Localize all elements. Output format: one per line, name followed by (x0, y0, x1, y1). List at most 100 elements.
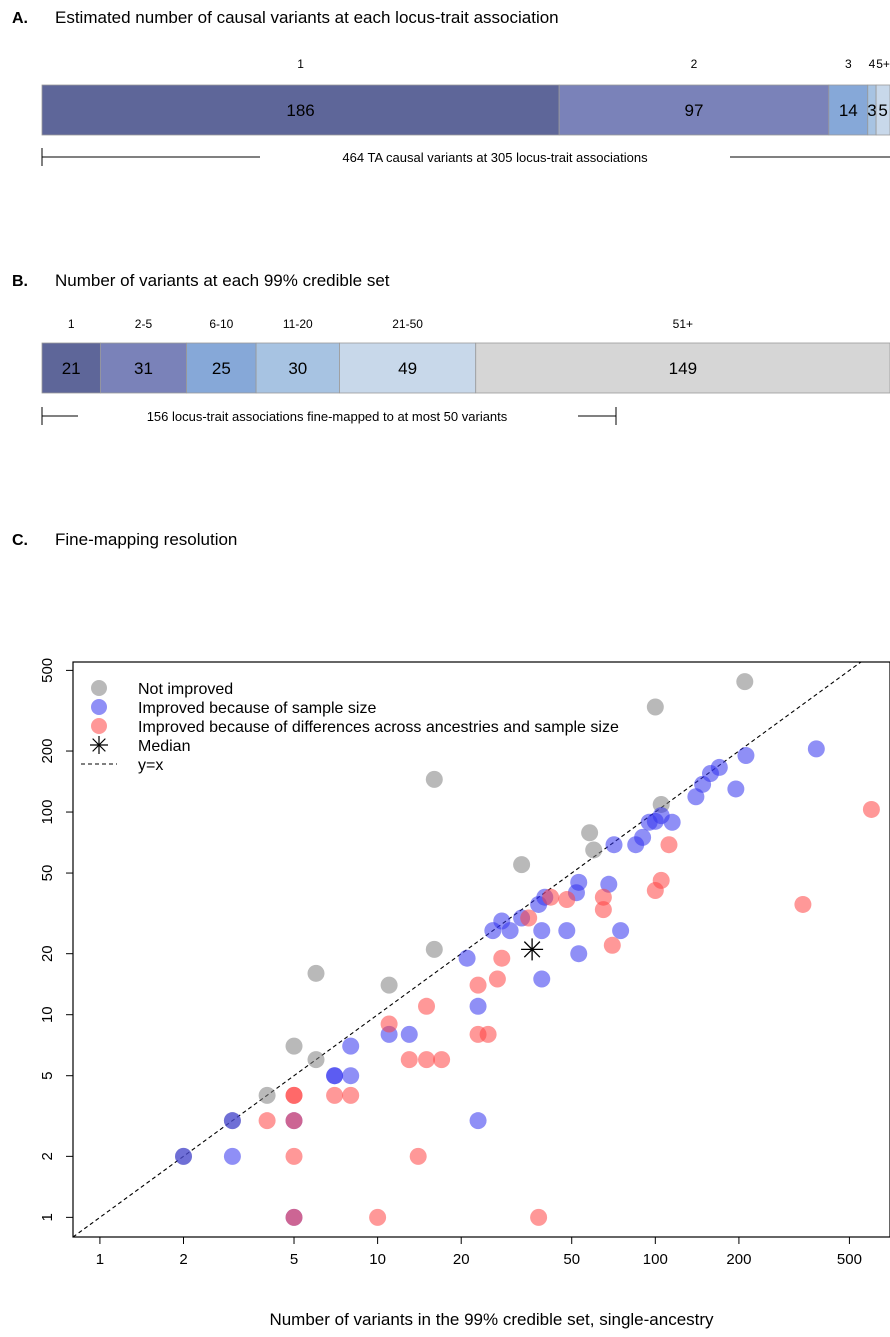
scatter-point-0 (425, 770, 443, 788)
identity-line (72, 661, 862, 1238)
legend-label: Median (138, 738, 190, 755)
scatter-point-1 (533, 970, 551, 988)
scatter-point-1 (558, 922, 576, 940)
category-label: 1 (68, 317, 75, 331)
scatter-point-2 (285, 1147, 303, 1165)
segment-value-label: 14 (839, 101, 858, 120)
scatter-point-0 (585, 841, 603, 859)
panel-b: B. Number of variants at each 99% credib… (12, 271, 890, 425)
segment-value-label: 5 (878, 101, 887, 120)
category-label: 11-20 (283, 317, 313, 331)
category-label: 2 (691, 57, 698, 71)
bar-segment-b-3 (255, 342, 340, 394)
x-tick-label: 1 (96, 1251, 104, 1268)
scatter-point-0 (736, 673, 754, 691)
scatter-point-1 (326, 1067, 344, 1085)
scatter-point-0 (258, 1086, 276, 1104)
bar-segment-a-0 (41, 84, 560, 136)
scatter-point-2 (794, 895, 812, 913)
panel-c-title: Fine-mapping resolution (55, 530, 237, 549)
x-tick-label: 200 (726, 1251, 751, 1268)
legend-marker-2 (91, 718, 107, 734)
scatter-point-1 (501, 922, 519, 940)
scatter-point-0 (425, 940, 443, 958)
legend-median-stroke (92, 738, 106, 752)
scatter-point-0 (513, 856, 531, 874)
legend-label: Improved because of sample size (138, 700, 376, 717)
scatter-point-2 (469, 976, 487, 994)
panel-c-letter: C. (12, 532, 28, 549)
scatter-point-1 (570, 873, 588, 891)
median-marker (521, 938, 544, 961)
y-tick-label: 10 (39, 1006, 56, 1023)
category-label: 6-10 (209, 317, 233, 331)
legend-marker-median (90, 736, 108, 754)
category-label: 21-50 (392, 317, 423, 331)
segment-value-label: 97 (685, 101, 704, 120)
scatter-point-1 (400, 1025, 418, 1043)
scatter-point-1 (223, 1112, 241, 1130)
scatter-point-1 (342, 1067, 360, 1085)
segment-value-label: 149 (669, 359, 697, 378)
scatter-point-2 (369, 1208, 387, 1226)
panel-a-bar: 186 1 97 2 14 3 3 4 5 5+ (41, 57, 890, 136)
scatter-point-1 (570, 945, 588, 963)
scatter-point-1 (458, 949, 476, 967)
panel-a: A. Estimated number of causal variants a… (12, 8, 890, 166)
scatter-point-2 (342, 1086, 360, 1104)
bar-segment-b-5 (475, 342, 890, 394)
bar-segment-b-0 (41, 342, 101, 394)
scatter-point-2 (603, 936, 621, 954)
scatter-point-2 (520, 909, 538, 927)
legend-marker-1 (91, 699, 107, 715)
scatter-point-2 (418, 997, 436, 1015)
scatter-point-1 (634, 828, 652, 846)
legend-label: y=x (138, 757, 163, 774)
scatter-plot: 1 2 5 10 20 50 100 200 500 1 2 5 10 20 50 100 200 500 Numb… (39, 658, 890, 1329)
scatter-point-2 (433, 1051, 451, 1069)
scatter-point-1 (612, 922, 630, 940)
y-tick-label: 1 (39, 1213, 56, 1221)
scatter-point-2 (862, 800, 880, 818)
scatter-point-1 (175, 1147, 193, 1165)
scatter-point-2 (558, 891, 576, 909)
x-axis-title: Number of variants in the 99% credible s… (269, 1310, 714, 1329)
scatter-point-2 (380, 1015, 398, 1033)
legend-marker-0 (91, 680, 107, 696)
category-label: 4 (869, 57, 876, 71)
scatter-point-1 (737, 747, 755, 765)
scatter-point-0 (581, 824, 599, 842)
x-tick-label: 100 (643, 1251, 668, 1268)
scatter-point-1 (600, 875, 618, 893)
scatter-point-0 (380, 976, 398, 994)
scatter-point-2 (285, 1208, 303, 1226)
scatter-point-1 (223, 1147, 241, 1165)
segment-value-label: 49 (398, 359, 417, 378)
category-label: 2-5 (135, 317, 153, 331)
scatter-point-2 (493, 949, 511, 967)
scatter-point-2 (660, 836, 678, 854)
bar-segment-b-1 (99, 342, 187, 394)
scatter-point-1 (533, 922, 551, 940)
scatter-point-2 (409, 1147, 427, 1165)
scatter-point-0 (285, 1037, 303, 1055)
bar-segment-b-2 (186, 342, 257, 394)
scatter-point-2 (479, 1025, 497, 1043)
category-label: 51+ (673, 317, 693, 331)
x-tick-label: 50 (563, 1251, 580, 1268)
segment-value-label: 21 (62, 359, 81, 378)
scatter-point-2 (418, 1051, 436, 1069)
segment-value-label: 25 (212, 359, 231, 378)
panel-b-bar: 21 1 31 2-5 25 6-10 30 11-20 49 21-50 149 51+ (41, 317, 890, 394)
y-tick-label: 2 (39, 1152, 56, 1160)
scatter-point-0 (307, 1051, 325, 1069)
y-tick-label: 50 (39, 865, 56, 882)
scatter-point-0 (307, 964, 325, 982)
scatter-point-2 (652, 871, 670, 889)
y-tick-label: 100 (39, 800, 56, 825)
panel-a-title: Estimated number of causal variants at e… (55, 8, 559, 27)
y-tick-label: 5 (39, 1072, 56, 1080)
category-label: 5+ (876, 57, 890, 71)
scatter-point-2 (326, 1086, 344, 1104)
